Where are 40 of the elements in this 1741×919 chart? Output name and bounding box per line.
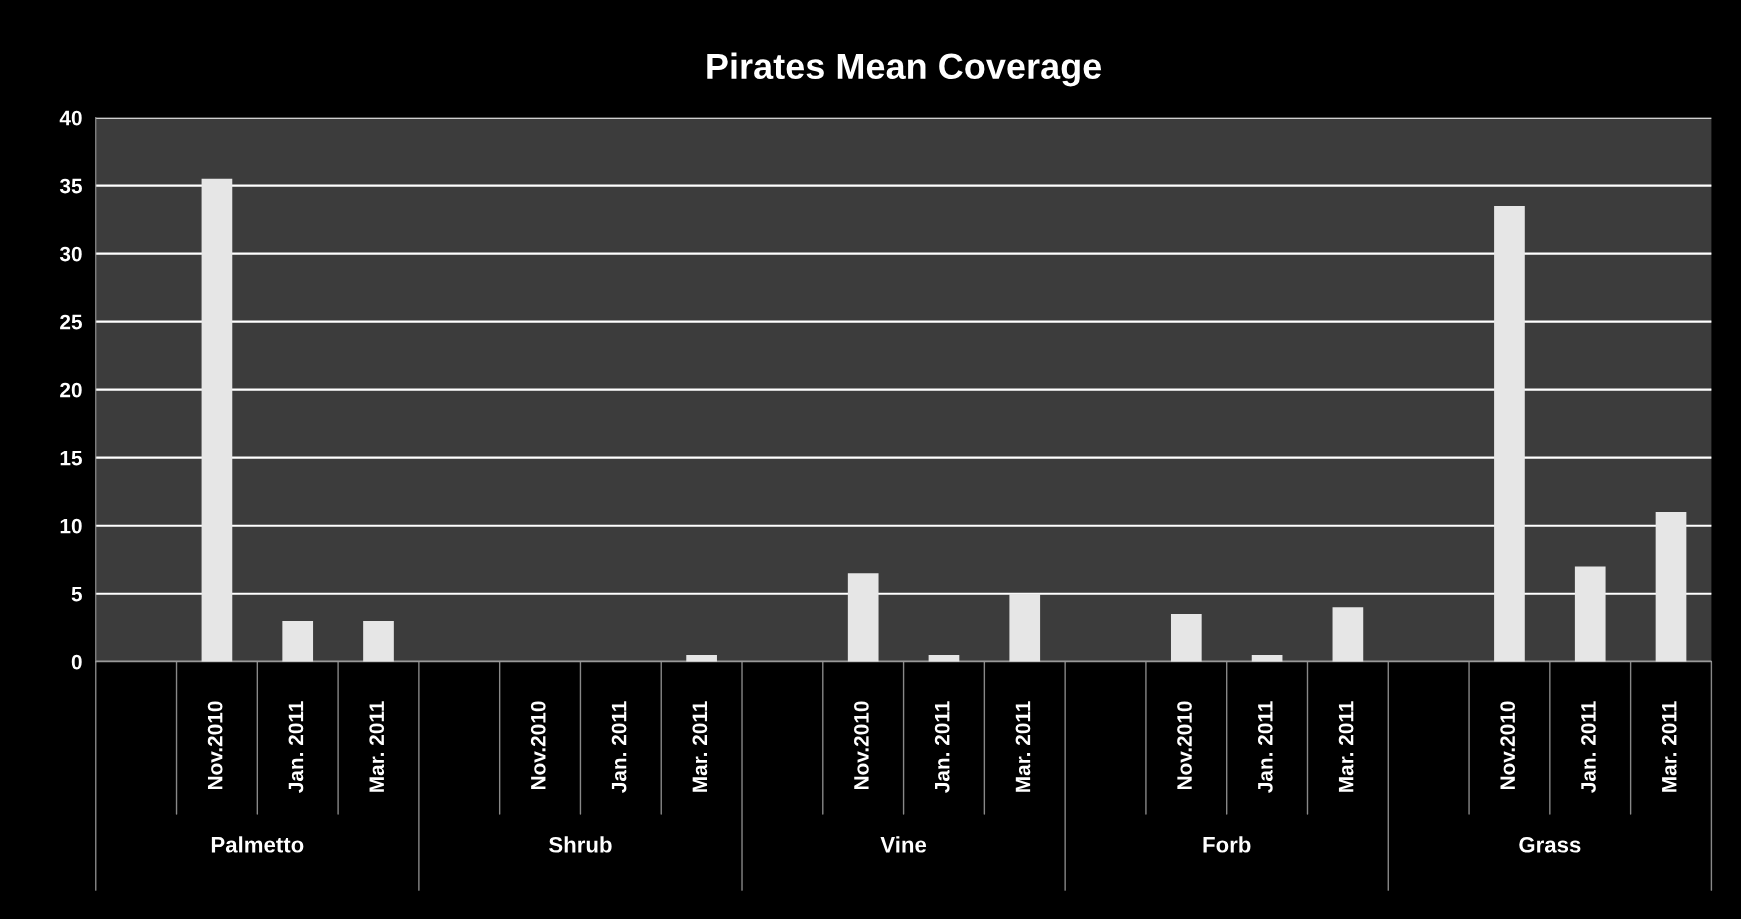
chart-title: Pirates Mean Coverage xyxy=(707,52,1102,87)
y-tick-label: 30 xyxy=(59,246,82,262)
y-tick-label: 25 xyxy=(60,314,82,330)
x-tick-label: Jan. 2011 xyxy=(1257,701,1273,793)
y-tick-label: 35 xyxy=(59,178,82,194)
x-tick-label: Mar. 2011 xyxy=(692,701,708,792)
x-tick-label: Jan. 2011 xyxy=(934,701,950,793)
bar xyxy=(201,178,233,662)
text: Shrub xyxy=(548,836,612,853)
x-tick-label: Mar. 2011 xyxy=(1015,701,1031,792)
x-tick-label: Mar. 2011 xyxy=(1661,701,1677,792)
bar xyxy=(282,620,314,662)
x-tick-label: Nov.2010 xyxy=(1500,701,1516,790)
bar xyxy=(1655,512,1687,662)
x-tick-label: Nov.2010 xyxy=(1177,701,1192,790)
bar xyxy=(1009,593,1041,662)
x-tick-label: Mar. 2011 xyxy=(369,701,385,792)
y-tick-label: 15 xyxy=(60,450,82,466)
x-tick-label: Jan. 2011 xyxy=(1581,701,1596,793)
bar xyxy=(1574,566,1606,662)
text: Palmetto xyxy=(211,836,304,853)
y-tick-label: 5 xyxy=(71,586,82,602)
text: Vine xyxy=(880,836,927,853)
x-tick-label: Nov.2010 xyxy=(854,701,869,790)
y-tick-label: 0 xyxy=(71,654,82,670)
x-tick-label: Mar. 2011 xyxy=(1338,701,1354,792)
x-tick-label: Nov.2010 xyxy=(207,701,223,790)
bar xyxy=(363,620,394,662)
bar xyxy=(1170,614,1202,662)
bar xyxy=(1494,206,1525,662)
bar xyxy=(847,573,879,662)
text: Forb xyxy=(1203,836,1251,853)
y-tick-label: 40 xyxy=(59,110,82,126)
x-tick-label: Jan. 2011 xyxy=(611,701,627,793)
x-tick-label: Jan. 2011 xyxy=(288,701,304,793)
text: Grass xyxy=(1519,836,1581,853)
x-tick-label: Nov.2010 xyxy=(530,701,546,790)
y-tick-label: 10 xyxy=(60,518,82,534)
y-tick-label: 20 xyxy=(60,382,82,398)
bar xyxy=(1332,607,1364,662)
